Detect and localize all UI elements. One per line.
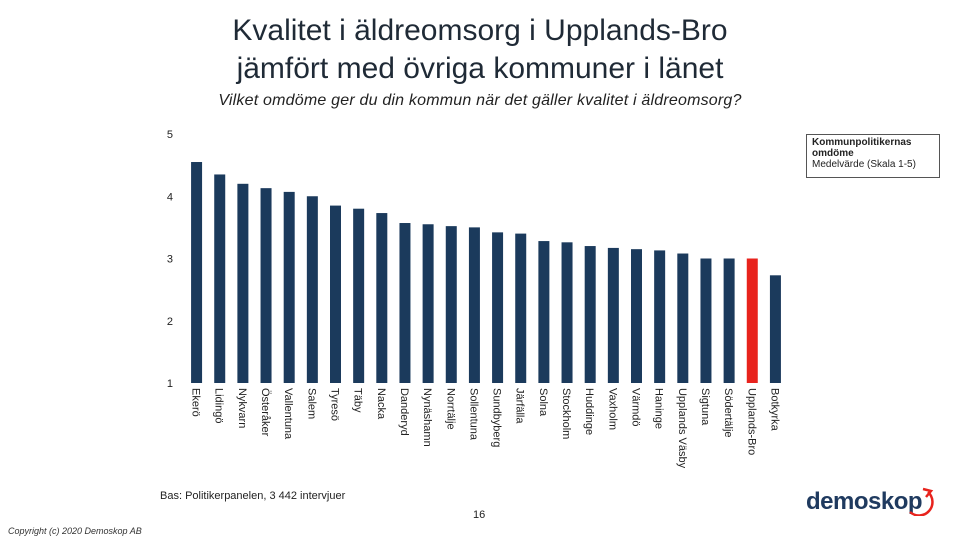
bar-norrtälje <box>445 226 457 383</box>
bar-vaxholm <box>607 247 619 383</box>
x-category-label: Lidingö <box>213 388 225 423</box>
slide-title-line1: Kvalitet i äldreomsorg i Upplands-Bro <box>232 14 728 47</box>
x-category-label: Nacka <box>375 388 387 420</box>
slide-title-line2: jämfört med övriga kommuner i länet <box>236 52 724 85</box>
bar-täby <box>353 208 365 383</box>
bar-nykvarn <box>237 183 249 383</box>
x-category-label: Värmdö <box>630 388 642 427</box>
chart-legend: Kommunpolitikernas omdöme Medelvärde (Sk… <box>806 134 940 178</box>
base-footnote: Bas: Politikerpanelen, 3 442 intervjuer <box>160 490 346 502</box>
bar-stockholm <box>561 242 573 383</box>
x-category-label: Botkyrka <box>768 388 780 432</box>
x-category-label: Sollentuna <box>467 388 479 441</box>
x-category-label: Täby <box>352 388 364 413</box>
y-tick-label: 4 <box>167 191 173 203</box>
bar-danderyd <box>399 223 411 383</box>
legend-line-2: omdöme <box>812 148 854 159</box>
x-category-label: Nykvarn <box>236 388 248 428</box>
slide-title: Kvalitet i äldreomsorg i Upplands-Bro jä… <box>0 12 960 88</box>
logo-arrow-icon <box>909 487 934 516</box>
bar-sollentuna <box>468 227 480 383</box>
bar-sundbyberg <box>492 232 504 383</box>
x-category-label: Nynäshamn <box>421 388 433 447</box>
bar-haninge <box>654 250 666 383</box>
page-number: 16 <box>473 509 486 521</box>
x-category-label: Upplands Väsby <box>676 388 688 469</box>
x-category-label: Vallentuna <box>282 388 294 440</box>
copyright-notice: Copyright (c) 2020 Demoskop AB <box>8 526 142 536</box>
x-category-label: Stockholm <box>560 388 572 439</box>
x-category-label: Sigtuna <box>699 388 711 426</box>
question-subtitle: Vilket omdöme ger du din kommun när det … <box>218 92 742 109</box>
x-category-label: Tyresö <box>329 388 341 421</box>
bar-österåker <box>260 188 272 383</box>
bar-värmdö <box>631 249 642 383</box>
logo-wordmark: demoskop <box>806 488 923 515</box>
bar-ekerö <box>191 162 203 383</box>
x-category-label: Norrtälje <box>444 388 456 430</box>
y-tick-label: 2 <box>167 316 173 328</box>
bar-series <box>191 162 781 383</box>
bar-salem <box>306 196 318 383</box>
demoskop-logo: demoskop <box>806 487 936 522</box>
x-category-label: Vaxholm <box>606 388 618 430</box>
x-category-label: Upplands-Bro <box>745 388 757 455</box>
x-category-label: Järfälla <box>514 388 526 424</box>
bar-upplands-bro <box>746 258 758 383</box>
y-tick-label: 1 <box>167 378 173 390</box>
bar-järfälla <box>515 233 527 383</box>
y-tick-label: 3 <box>167 254 173 266</box>
x-category-label: Österåker <box>259 388 271 437</box>
bar-upplands-väsby <box>677 253 689 383</box>
legend-line-1: Kommunpolitikernas <box>812 137 912 148</box>
legend-line-3: Medelvärde (Skala 1-5) <box>812 159 916 170</box>
x-category-label: Solna <box>537 388 549 417</box>
bar-södertälje <box>723 258 735 383</box>
y-axis: 1 2 3 4 5 <box>167 129 173 390</box>
bar-tyresö <box>330 205 341 383</box>
bar-solna <box>538 241 550 383</box>
bar-lidingö <box>214 174 226 383</box>
x-category-label: Södertälje <box>722 388 734 438</box>
bar-nynäshamn <box>422 224 434 383</box>
bar-botkyrka <box>769 275 781 383</box>
bar-huddinge <box>584 246 596 383</box>
x-category-label: Danderyd <box>398 388 410 436</box>
x-axis-labels: Ekerö Lidingö Nykvarn Österåker Vallentuna Sa… <box>190 388 781 469</box>
x-category-label: Sundbyberg <box>491 388 503 447</box>
x-category-label: Ekerö <box>190 388 202 417</box>
x-category-label: Salem <box>305 388 317 419</box>
bar-sigtuna <box>700 258 712 383</box>
bar-nacka <box>376 213 388 383</box>
x-category-label: Huddinge <box>583 388 595 435</box>
bar-vallentuna <box>283 191 295 383</box>
x-category-label: Haninge <box>653 388 665 429</box>
y-tick-label: 5 <box>167 129 173 141</box>
